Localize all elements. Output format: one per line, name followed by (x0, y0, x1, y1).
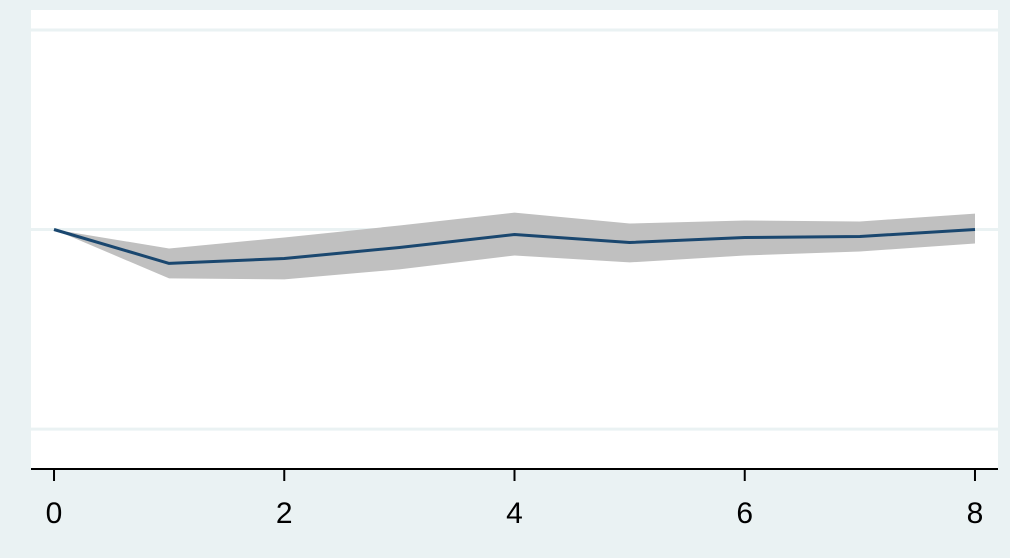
x-tick-label: 8 (967, 497, 984, 530)
data-point (858, 235, 862, 239)
x-tick-label: 2 (276, 497, 293, 530)
data-point (397, 245, 401, 249)
data-point (743, 236, 747, 240)
confidence-band (54, 212, 975, 280)
data-point (513, 233, 517, 237)
data-point (628, 240, 632, 244)
x-tick-label: 0 (46, 497, 63, 530)
x-tick-label: 4 (506, 497, 523, 530)
series-line (53, 228, 976, 265)
x-axis-ticks: 0 2 4 6 8 (46, 469, 984, 530)
data-point (973, 228, 977, 232)
data-point (167, 261, 171, 265)
data-point (282, 256, 286, 260)
x-tick-label: 6 (736, 497, 753, 530)
data-point (52, 228, 56, 232)
